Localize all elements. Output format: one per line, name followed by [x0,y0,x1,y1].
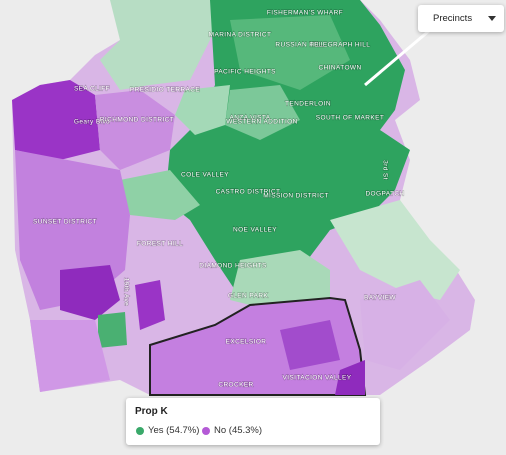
bridge [364,28,431,87]
neighborhood-label: SOUTH OF MARKET [316,115,384,122]
legend-label: No (45.3%) [214,425,263,436]
region [120,170,200,220]
neighborhood-label: CHINATOWN [318,65,361,72]
neighborhood-label: DIAMOND HEIGHTS [199,263,267,270]
neighborhood-label: DOGPATCH [365,191,404,198]
dropdown-label: Precincts [433,13,473,24]
neighborhood-label: FISHERMAN'S WHARF [267,10,343,17]
neighborhood-label: SEA CLIFF [74,86,110,93]
neighborhood-label: Geary Blvd [74,119,110,126]
region [60,265,120,320]
neighborhood-label: ANZA VISTA [229,115,270,122]
region [175,85,230,135]
neighborhood-label: VISITACION VALLEY [282,375,351,382]
neighborhood-label: TENDERLOIN [285,101,331,108]
region [12,80,100,160]
region [95,90,175,170]
region [280,320,340,370]
region [230,15,350,90]
neighborhood-label: TELEGRAPH HILL [310,42,371,49]
neighborhood-label: COLE VALLEY [181,172,229,179]
legend-item: No (45.3%) [202,425,262,436]
legend: Prop K Yes (54.7%) No (45.3%) [126,398,380,445]
neighborhood-label: CASTRO DISTRICT [216,189,281,196]
neighborhood-label: MISSION DISTRICT [263,193,329,200]
neighborhood-label: NOE VALLEY [233,227,277,234]
neighborhood-label: 19th Ave [122,278,129,306]
legend-label: Yes (54.7%) [148,425,200,436]
layer-dropdown[interactable]: Precincts [418,5,504,32]
neighborhood-label: EXCELSIOR [226,339,267,346]
neighborhood-label: WESTERN ADDITION [226,119,297,126]
neighborhood-label: BAYVIEW [364,295,396,302]
neighborhood-label: 3rd St [381,160,388,180]
region [135,280,165,330]
region [30,320,110,392]
neighborhood-label: GLEN PARK [228,293,269,300]
region [330,200,460,300]
legend-swatch [136,426,144,435]
neighborhood-label: SUNSET DISTRICT [33,219,97,226]
district-outline [149,296,367,396]
region [100,0,215,90]
neighborhood-label: PRESIDIO TERRACE [130,87,200,94]
neighborhood-label: RICHMOND DISTRICT [100,117,174,124]
neighborhood-label: RUSSIAN HILL [275,42,324,49]
region [230,250,330,310]
neighborhood-label: CROCKER [218,382,253,389]
neighborhood-label: MARINA DISTRICT [209,32,272,39]
legend-swatch [202,426,210,435]
region [98,312,127,348]
legend-item: Yes (54.7%) [136,425,199,436]
region [360,280,450,370]
dropdown-caret [488,16,496,21]
legend-title: Prop K [135,406,168,417]
region [225,85,300,140]
neighborhood-label: FOREST HILL [137,241,183,248]
neighborhood-label: PACIFIC HEIGHTS [214,69,276,76]
region [335,360,365,395]
